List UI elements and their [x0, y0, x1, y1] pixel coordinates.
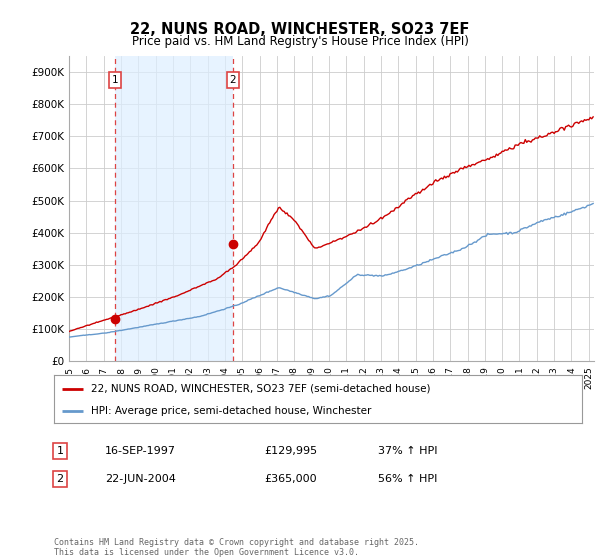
- Text: HPI: Average price, semi-detached house, Winchester: HPI: Average price, semi-detached house,…: [91, 406, 371, 416]
- Text: Price paid vs. HM Land Registry's House Price Index (HPI): Price paid vs. HM Land Registry's House …: [131, 35, 469, 48]
- Bar: [115, 56, 233, 361]
- Text: 37% ↑ HPI: 37% ↑ HPI: [378, 446, 437, 456]
- Text: Contains HM Land Registry data © Crown copyright and database right 2025.
This d: Contains HM Land Registry data © Crown c…: [54, 538, 419, 557]
- Text: 2: 2: [230, 75, 236, 85]
- Text: 1: 1: [112, 75, 119, 85]
- Text: £129,995: £129,995: [264, 446, 317, 456]
- Text: 56% ↑ HPI: 56% ↑ HPI: [378, 474, 437, 484]
- Text: 16-SEP-1997: 16-SEP-1997: [105, 446, 176, 456]
- Text: 22, NUNS ROAD, WINCHESTER, SO23 7EF: 22, NUNS ROAD, WINCHESTER, SO23 7EF: [130, 22, 470, 38]
- Text: 2: 2: [56, 474, 64, 484]
- Text: 1: 1: [56, 446, 64, 456]
- Text: 22-JUN-2004: 22-JUN-2004: [105, 474, 176, 484]
- Text: £365,000: £365,000: [264, 474, 317, 484]
- Text: 22, NUNS ROAD, WINCHESTER, SO23 7EF (semi-detached house): 22, NUNS ROAD, WINCHESTER, SO23 7EF (sem…: [91, 384, 430, 394]
